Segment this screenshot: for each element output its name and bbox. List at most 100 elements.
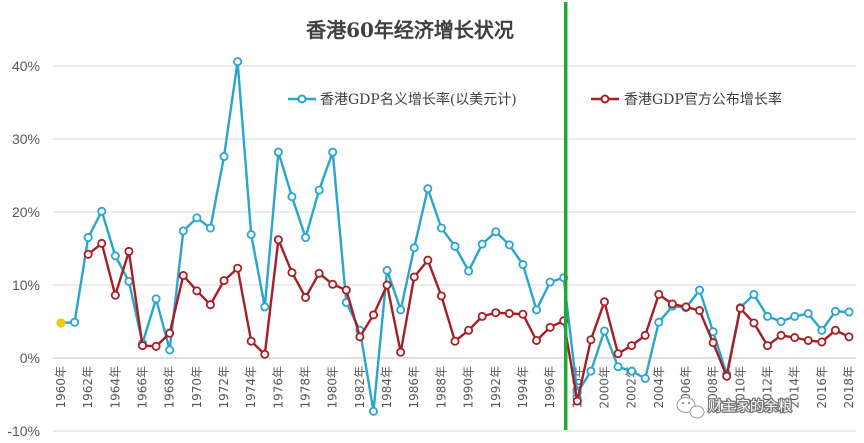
legend-item-official: 香港GDP官方公布增长率 bbox=[591, 91, 782, 108]
data-point bbox=[681, 302, 691, 312]
x-tick-label: 1960年 bbox=[54, 366, 68, 409]
data-point bbox=[532, 305, 542, 315]
x-tick-label: 2018年 bbox=[842, 366, 856, 409]
data-point bbox=[70, 317, 80, 327]
data-point bbox=[790, 311, 800, 321]
legend: 香港GDP名义增长率(以美元计) 香港GDP官方公布增长率 bbox=[288, 91, 782, 108]
data-point bbox=[477, 311, 487, 321]
data-point bbox=[124, 276, 134, 286]
data-point bbox=[396, 347, 406, 357]
data-point bbox=[287, 192, 297, 202]
data-point bbox=[504, 308, 514, 318]
series-0 bbox=[56, 57, 854, 416]
series-1 bbox=[83, 235, 854, 406]
legend-swatch-marker bbox=[297, 94, 307, 104]
data-point bbox=[83, 233, 93, 243]
x-tick-label: 1984年 bbox=[380, 366, 394, 409]
highlight-point bbox=[56, 318, 66, 328]
chat-bubble-icon bbox=[676, 397, 705, 419]
x-tick-label: 1994年 bbox=[516, 366, 530, 409]
data-point bbox=[695, 285, 705, 295]
data-point bbox=[613, 349, 623, 359]
data-point bbox=[328, 147, 338, 157]
data-point bbox=[586, 366, 596, 376]
data-point bbox=[749, 289, 759, 299]
data-point bbox=[423, 184, 433, 194]
data-point bbox=[165, 328, 175, 338]
data-point bbox=[409, 272, 419, 282]
extra-points bbox=[56, 318, 66, 328]
x-tick-label: 1982年 bbox=[353, 366, 367, 409]
data-point bbox=[219, 276, 229, 286]
data-point bbox=[518, 260, 528, 270]
data-point bbox=[586, 335, 596, 345]
data-point bbox=[246, 336, 256, 346]
data-point bbox=[396, 305, 406, 315]
data-point bbox=[124, 246, 134, 256]
data-point bbox=[844, 332, 854, 342]
data-point bbox=[844, 307, 854, 317]
x-tick-label: 1978年 bbox=[299, 366, 313, 409]
x-tick-label: 2004年 bbox=[652, 366, 666, 409]
data-point bbox=[301, 233, 311, 243]
data-point bbox=[640, 373, 650, 383]
data-point bbox=[504, 240, 514, 250]
data-point bbox=[246, 230, 256, 240]
data-point bbox=[219, 152, 229, 162]
data-point bbox=[233, 57, 243, 67]
x-tick-label: 1996年 bbox=[543, 366, 557, 409]
x-tick-label: 1976年 bbox=[271, 366, 285, 409]
data-point bbox=[110, 251, 120, 261]
data-point bbox=[654, 317, 664, 327]
legend-item-nominal: 香港GDP名义增长率(以美元计) bbox=[288, 91, 517, 108]
data-point bbox=[205, 223, 215, 233]
data-point bbox=[654, 289, 664, 299]
data-point bbox=[260, 349, 270, 359]
x-tick-label: 2008年 bbox=[706, 366, 720, 409]
data-point bbox=[151, 294, 161, 304]
legend-label-official: 香港GDP官方公布增长率 bbox=[624, 91, 782, 108]
data-point bbox=[803, 308, 813, 318]
data-point bbox=[151, 341, 161, 351]
data-point bbox=[450, 336, 460, 346]
data-point bbox=[491, 308, 501, 318]
data-point bbox=[830, 306, 840, 316]
x-tick-label: 1986年 bbox=[407, 366, 421, 409]
x-tick-label: 1990年 bbox=[462, 366, 476, 409]
data-point bbox=[545, 277, 555, 287]
data-point bbox=[314, 185, 324, 195]
x-tick-label: 2010年 bbox=[733, 366, 747, 409]
x-tick-label: 2016年 bbox=[815, 366, 829, 409]
data-point bbox=[368, 406, 378, 416]
legend-label-nominal: 香港GDP名义增长率(以美元计) bbox=[320, 91, 517, 108]
x-tick-label: 2014年 bbox=[788, 366, 802, 409]
data-point bbox=[830, 325, 840, 335]
data-point bbox=[301, 292, 311, 302]
data-point bbox=[599, 297, 609, 307]
data-point bbox=[572, 396, 582, 406]
y-tick-label: -10% bbox=[7, 423, 40, 439]
data-point bbox=[532, 335, 542, 345]
data-point bbox=[205, 300, 215, 310]
data-point bbox=[355, 332, 365, 342]
data-point bbox=[613, 362, 623, 372]
data-point bbox=[790, 333, 800, 343]
data-point bbox=[436, 223, 446, 233]
x-tick-label: 1970年 bbox=[190, 366, 204, 409]
data-point bbox=[817, 337, 827, 347]
data-point bbox=[735, 303, 745, 313]
data-point bbox=[436, 291, 446, 301]
x-tick-label: 1968年 bbox=[163, 366, 177, 409]
data-point bbox=[627, 366, 637, 376]
y-tick-label: 40% bbox=[12, 58, 40, 74]
series-group bbox=[56, 57, 854, 416]
data-point bbox=[97, 206, 107, 216]
data-point bbox=[382, 265, 392, 275]
data-point bbox=[178, 271, 188, 281]
data-point bbox=[640, 330, 650, 340]
x-tick-label: 2000年 bbox=[597, 366, 611, 409]
watermark: 财主家的余粮 bbox=[676, 397, 793, 419]
data-point bbox=[695, 306, 705, 316]
data-point bbox=[817, 325, 827, 335]
